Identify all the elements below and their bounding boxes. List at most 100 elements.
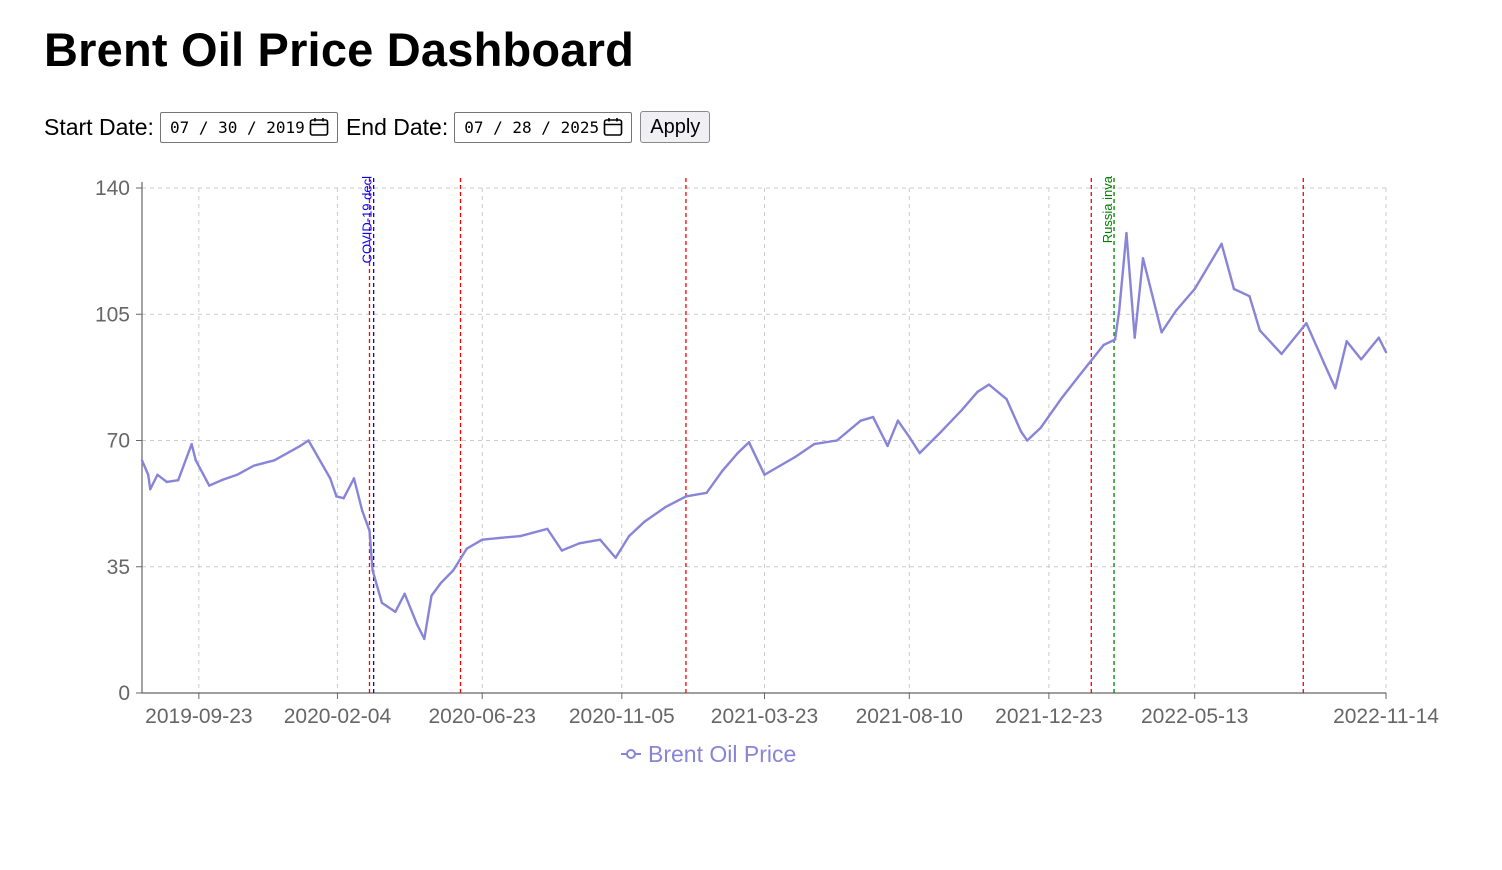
price-line-segment: [439, 569, 455, 585]
price-line-segment: [871, 415, 889, 448]
price-line-segment: [194, 459, 211, 487]
end-date-value: 07 / 28 / 2025: [464, 117, 600, 137]
start-date-label: Start Date:: [44, 113, 154, 140]
price-line-segment: [1019, 430, 1029, 442]
price-line-segment: [546, 527, 564, 552]
price-line-segment: [342, 477, 356, 500]
price-line-segment: [886, 419, 900, 448]
legend-label: Brent Oil Price: [648, 741, 796, 767]
price-line-segment: [1322, 361, 1337, 390]
end-date-label: End Date:: [345, 113, 449, 140]
y-tick-label: 0: [118, 682, 130, 705]
y-tick-label: 140: [95, 177, 130, 200]
price-line-segment: [452, 547, 468, 572]
price-line-segment: [498, 534, 522, 540]
price-line-segment: [149, 473, 159, 491]
price-line-segment: [1141, 257, 1163, 334]
y-tick-label: 35: [107, 556, 130, 579]
x-tick-label: 2021-12-23: [995, 705, 1102, 728]
price-line-segment: [1118, 231, 1128, 312]
price-line-segment: [987, 383, 1008, 401]
price-line-segment: [156, 473, 169, 484]
price-line-segment: [1248, 295, 1262, 332]
price-line-segment: [940, 408, 964, 433]
price-line-segment: [1193, 242, 1223, 291]
price-line-segment: [1345, 340, 1363, 361]
price-line-segment: [1160, 309, 1178, 334]
x-tick-label: 2020-06-23: [429, 705, 536, 728]
price-line-segment: [747, 441, 766, 476]
price-line-segment: [1133, 257, 1145, 339]
price-line-segment: [361, 509, 371, 532]
price-line-segment: [273, 444, 302, 462]
price-line-segment: [1334, 340, 1348, 390]
page-title: Brent Oil Price Dashboard: [44, 23, 635, 76]
price-line-segment: [1039, 396, 1064, 430]
price-line-segment: [220, 473, 239, 482]
price-line-segment: [859, 415, 875, 422]
price-line-segment: [329, 477, 338, 498]
price-line-segment: [147, 473, 152, 491]
price-line-segment: [1220, 242, 1236, 291]
price-line-segment: [1258, 329, 1283, 356]
calendar-icon[interactable]: [603, 117, 623, 137]
price-line-segment: [908, 435, 921, 455]
price-line-segment: [165, 478, 180, 484]
price-line-segment: [371, 569, 384, 605]
start-date-input[interactable]: 07 / 30 / 2019: [159, 111, 338, 143]
price-line-segment: [835, 419, 862, 442]
price-line-segment: [1174, 287, 1196, 312]
x-tick-label: 2021-08-10: [856, 705, 963, 728]
price-line-segment: [976, 383, 991, 394]
price-line-segment: [1280, 322, 1308, 356]
apply-button[interactable]: Apply: [640, 111, 711, 143]
price-line-segment: [415, 623, 426, 641]
price-line-segment: [519, 527, 549, 538]
price-line-segment: [465, 538, 484, 550]
price-line-segment: [812, 439, 839, 446]
price-line-segment: [1305, 322, 1326, 365]
price-line-segment: [176, 442, 193, 482]
price-line-segment: [335, 495, 345, 500]
x-tick-label: 2022-11-14: [1333, 705, 1439, 728]
price-line-segment: [1377, 336, 1388, 354]
price-line-segment: [481, 536, 501, 541]
price-line-segment: [1113, 309, 1121, 341]
event-label: Russia inva: [1100, 175, 1115, 243]
end-date-input[interactable]: 07 / 28 / 2025: [454, 111, 633, 143]
legend-marker: [626, 749, 636, 759]
price-line-segment: [960, 390, 979, 412]
price-line-segment: [208, 478, 223, 487]
price-line-segment: [578, 538, 602, 545]
price-line-segment: [430, 581, 443, 597]
price-line-segment: [235, 464, 255, 476]
price-line-segment: [720, 451, 739, 473]
price-line-segment: [896, 419, 911, 439]
price-line-segment: [352, 477, 364, 513]
price-line-segment: [1125, 231, 1136, 339]
price-line-segment: [684, 491, 708, 498]
price-line-segment: [380, 601, 397, 614]
event-label: COVID-19 decl: [360, 176, 375, 264]
price-line-segment: [598, 538, 617, 559]
price-line-segment: [423, 594, 433, 641]
price-line-segment: [763, 464, 782, 476]
date-controls: Start Date: 07 / 30 / 2019 End Date: 07 …: [44, 110, 711, 144]
price-line-segment: [778, 455, 797, 467]
price-line-segment: [316, 455, 332, 480]
calendar-icon[interactable]: [309, 117, 329, 137]
price-line-segment: [1061, 376, 1080, 399]
x-tick-label: 2020-02-04: [284, 705, 392, 728]
price-line-segment: [664, 495, 688, 509]
price-line-segment: [307, 439, 319, 458]
price-line-segment: [368, 529, 374, 572]
x-tick-label: 2020-11-05: [569, 705, 675, 728]
price-line-segment: [794, 442, 816, 458]
price-line-segment: [643, 506, 667, 523]
price-line-segment: [736, 441, 751, 455]
price-line-segment: [627, 520, 646, 538]
price-line-segment: [1102, 338, 1117, 347]
price-line-segment: [614, 534, 631, 559]
x-tick-label: 2019-09-23: [145, 705, 252, 728]
x-tick-label: 2021-03-23: [711, 705, 818, 728]
